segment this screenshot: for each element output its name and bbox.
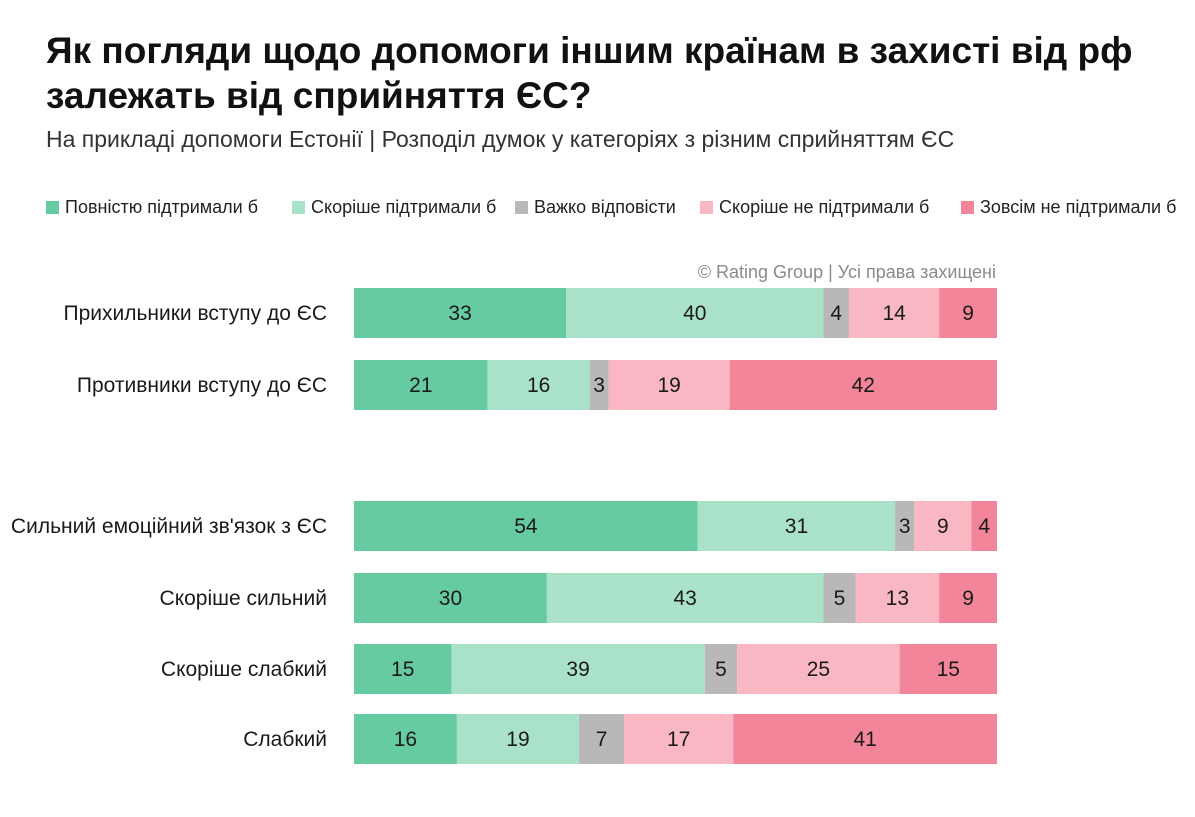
legend-item: Скоріше підтримали б	[292, 197, 496, 218]
data-label: 5	[715, 658, 727, 681]
bar-segment	[823, 288, 850, 338]
data-label: 16	[394, 728, 417, 751]
credit-text: © Rating Group | Усі права захищені	[697, 262, 996, 282]
data-label: 54	[514, 515, 538, 538]
bar-segment	[823, 573, 856, 623]
data-label: 39	[566, 658, 589, 681]
data-label: 19	[506, 728, 529, 751]
legend-label: Зовсім не підтримали б	[980, 197, 1177, 217]
data-label: 40	[683, 302, 706, 325]
category-label: Слабкий	[243, 728, 327, 751]
data-label: 25	[807, 658, 830, 681]
chart-title: Як погляди щодо допомоги іншим країнам в…	[46, 30, 1133, 116]
category-label: Скоріше сильний	[160, 587, 327, 610]
bar-segment	[354, 714, 457, 764]
data-label: 14	[882, 302, 906, 325]
legend-swatch	[515, 201, 528, 214]
bar-segment	[849, 288, 940, 338]
bar-segment	[354, 644, 452, 694]
bar-segment	[608, 360, 730, 410]
data-label: 41	[854, 728, 877, 751]
legend-label: Важко відповісти	[534, 197, 676, 217]
bar-segment	[589, 360, 609, 410]
data-label: 4	[830, 302, 842, 325]
legend-item: Важко відповісти	[515, 197, 676, 218]
bar-segment	[697, 501, 896, 551]
bar-segment	[487, 360, 590, 410]
data-label: 5	[834, 587, 846, 610]
legend-item: Повністю підтримали б	[46, 197, 258, 218]
data-label: 4	[978, 515, 990, 538]
category-label: Противники вступу до ЄС	[77, 374, 327, 397]
legend-swatch	[961, 201, 974, 214]
bar-segment	[729, 360, 997, 410]
legend-label: Скоріше не підтримали б	[719, 197, 930, 217]
bar-segment	[939, 288, 997, 338]
data-label: 15	[937, 658, 960, 681]
bar-segment	[939, 573, 997, 623]
data-label: 13	[886, 587, 909, 610]
bar-segment	[354, 573, 547, 623]
bar-segment	[354, 360, 488, 410]
bar-segment	[737, 644, 900, 694]
bar-segment	[546, 573, 824, 623]
bar-segment	[971, 501, 997, 551]
bar-segment	[895, 501, 915, 551]
category-label: Сильний емоційний зв'язок з ЄС	[11, 515, 327, 538]
bar-segment	[566, 288, 824, 338]
bar-segment	[579, 714, 625, 764]
bar-segment	[451, 644, 705, 694]
data-label: 9	[937, 515, 949, 538]
bar-segment	[354, 501, 698, 551]
legend: Повністю підтримали б Скоріше підтримали …	[46, 197, 1195, 227]
data-label: 7	[596, 728, 608, 751]
data-label: 3	[899, 515, 911, 538]
bar-segment	[704, 644, 738, 694]
legend-swatch	[292, 201, 305, 214]
data-label: 42	[852, 374, 875, 397]
data-label: 9	[962, 587, 974, 610]
bar-segment	[456, 714, 580, 764]
data-label: 30	[439, 587, 462, 610]
legend-label: Скоріше підтримали б	[311, 197, 497, 217]
legend-swatch	[700, 201, 713, 214]
data-label: 21	[409, 374, 432, 397]
legend-item: Зовсім не підтримали б	[961, 197, 1176, 218]
legend-swatch	[46, 201, 59, 214]
data-label: 9	[962, 302, 974, 325]
data-label: 17	[667, 728, 690, 751]
data-label: 19	[657, 374, 680, 397]
data-label: 3	[593, 374, 605, 397]
legend-item: Скоріше не підтримали б	[700, 197, 929, 218]
chart-subtitle: На прикладі допомоги Естонії | Розподіл …	[46, 126, 955, 152]
bar-segment	[855, 573, 940, 623]
bar-segment	[624, 714, 734, 764]
bar-segment	[914, 501, 972, 551]
bar-segment	[899, 644, 997, 694]
bar-segment	[733, 714, 997, 764]
data-label: 16	[527, 374, 550, 397]
category-label: Скоріше слабкий	[161, 658, 327, 681]
category-label: Прихильники вступу до ЄС	[63, 302, 327, 325]
data-label: 31	[785, 515, 808, 538]
data-label: 15	[391, 658, 414, 681]
legend-label: Повністю підтримали б	[65, 197, 259, 217]
bar-segment	[354, 288, 567, 338]
data-label: 43	[673, 587, 696, 610]
data-label: 33	[448, 302, 471, 325]
